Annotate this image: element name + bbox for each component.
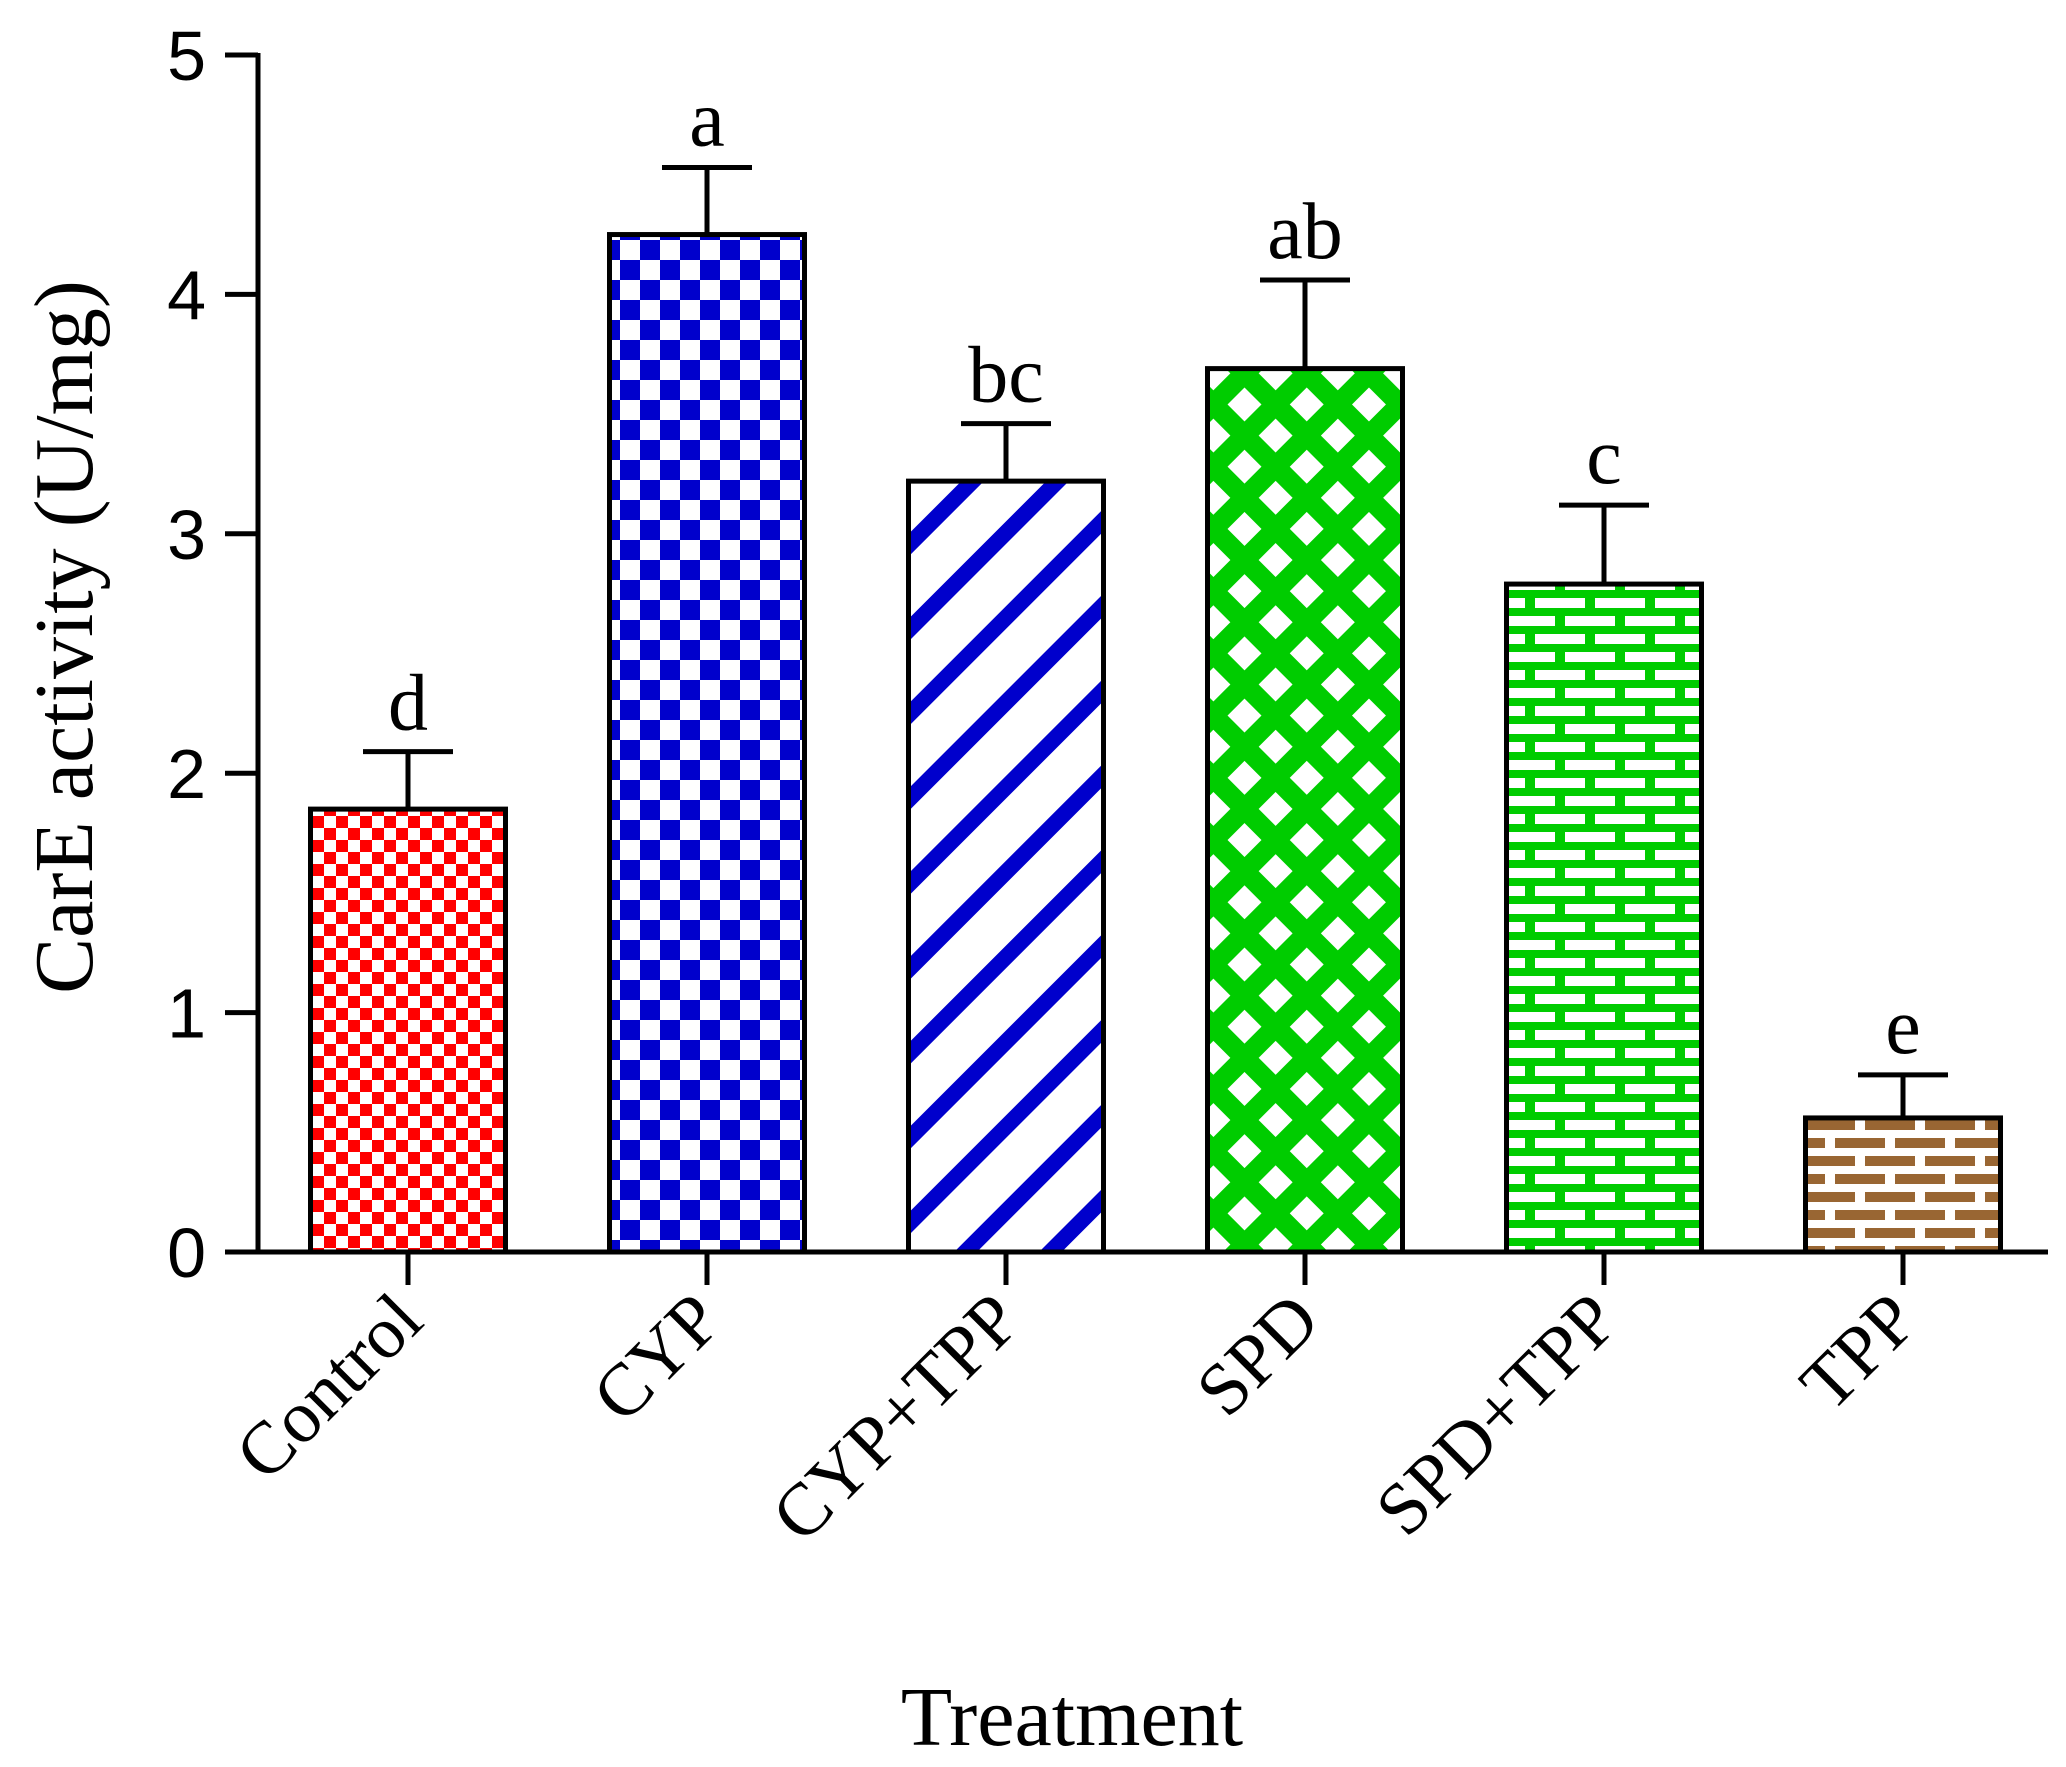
- x-tick-label-2: CYP+TPP: [757, 1278, 1036, 1557]
- x-axis-title: Treatment: [901, 1671, 1243, 1764]
- bar-2: [906, 478, 1106, 1255]
- bar-0: [308, 806, 508, 1255]
- significance-label-2: bc: [968, 332, 1044, 420]
- y-tick-label-0: 0: [167, 1214, 206, 1292]
- y-tick-label-4: 4: [167, 256, 206, 334]
- x-tick-label-0: Control: [220, 1278, 438, 1496]
- y-tick-label-1: 1: [167, 975, 206, 1053]
- x-tick-label-4: SPD+TPP: [1360, 1278, 1634, 1552]
- bar-3: [1205, 366, 1405, 1255]
- y-tick-label-3: 3: [167, 496, 206, 574]
- y-tick-label-5: 5: [167, 17, 206, 95]
- bar-5: [1803, 1115, 2003, 1255]
- y-axis-title: CarE activity (U/mg): [18, 280, 111, 994]
- bar-4: [1504, 581, 1704, 1255]
- significance-label-1: a: [689, 76, 725, 164]
- bar-1: [607, 232, 807, 1255]
- significance-label-0: d: [388, 660, 428, 748]
- x-tick-label-1: CYP: [577, 1278, 737, 1438]
- significance-label-4: c: [1586, 413, 1622, 501]
- axes-layer: Control CYP CYP+TPP SPD SPD+TPP TPP 0 1 2 3 4 5: [167, 17, 2048, 1557]
- significance-label-3: ab: [1267, 188, 1343, 276]
- significance-label-5: e: [1885, 983, 1921, 1071]
- y-tick-label-2: 2: [167, 735, 206, 813]
- x-tick-label-3: SPD: [1181, 1278, 1335, 1432]
- x-tick-label-5: TPP: [1785, 1278, 1933, 1426]
